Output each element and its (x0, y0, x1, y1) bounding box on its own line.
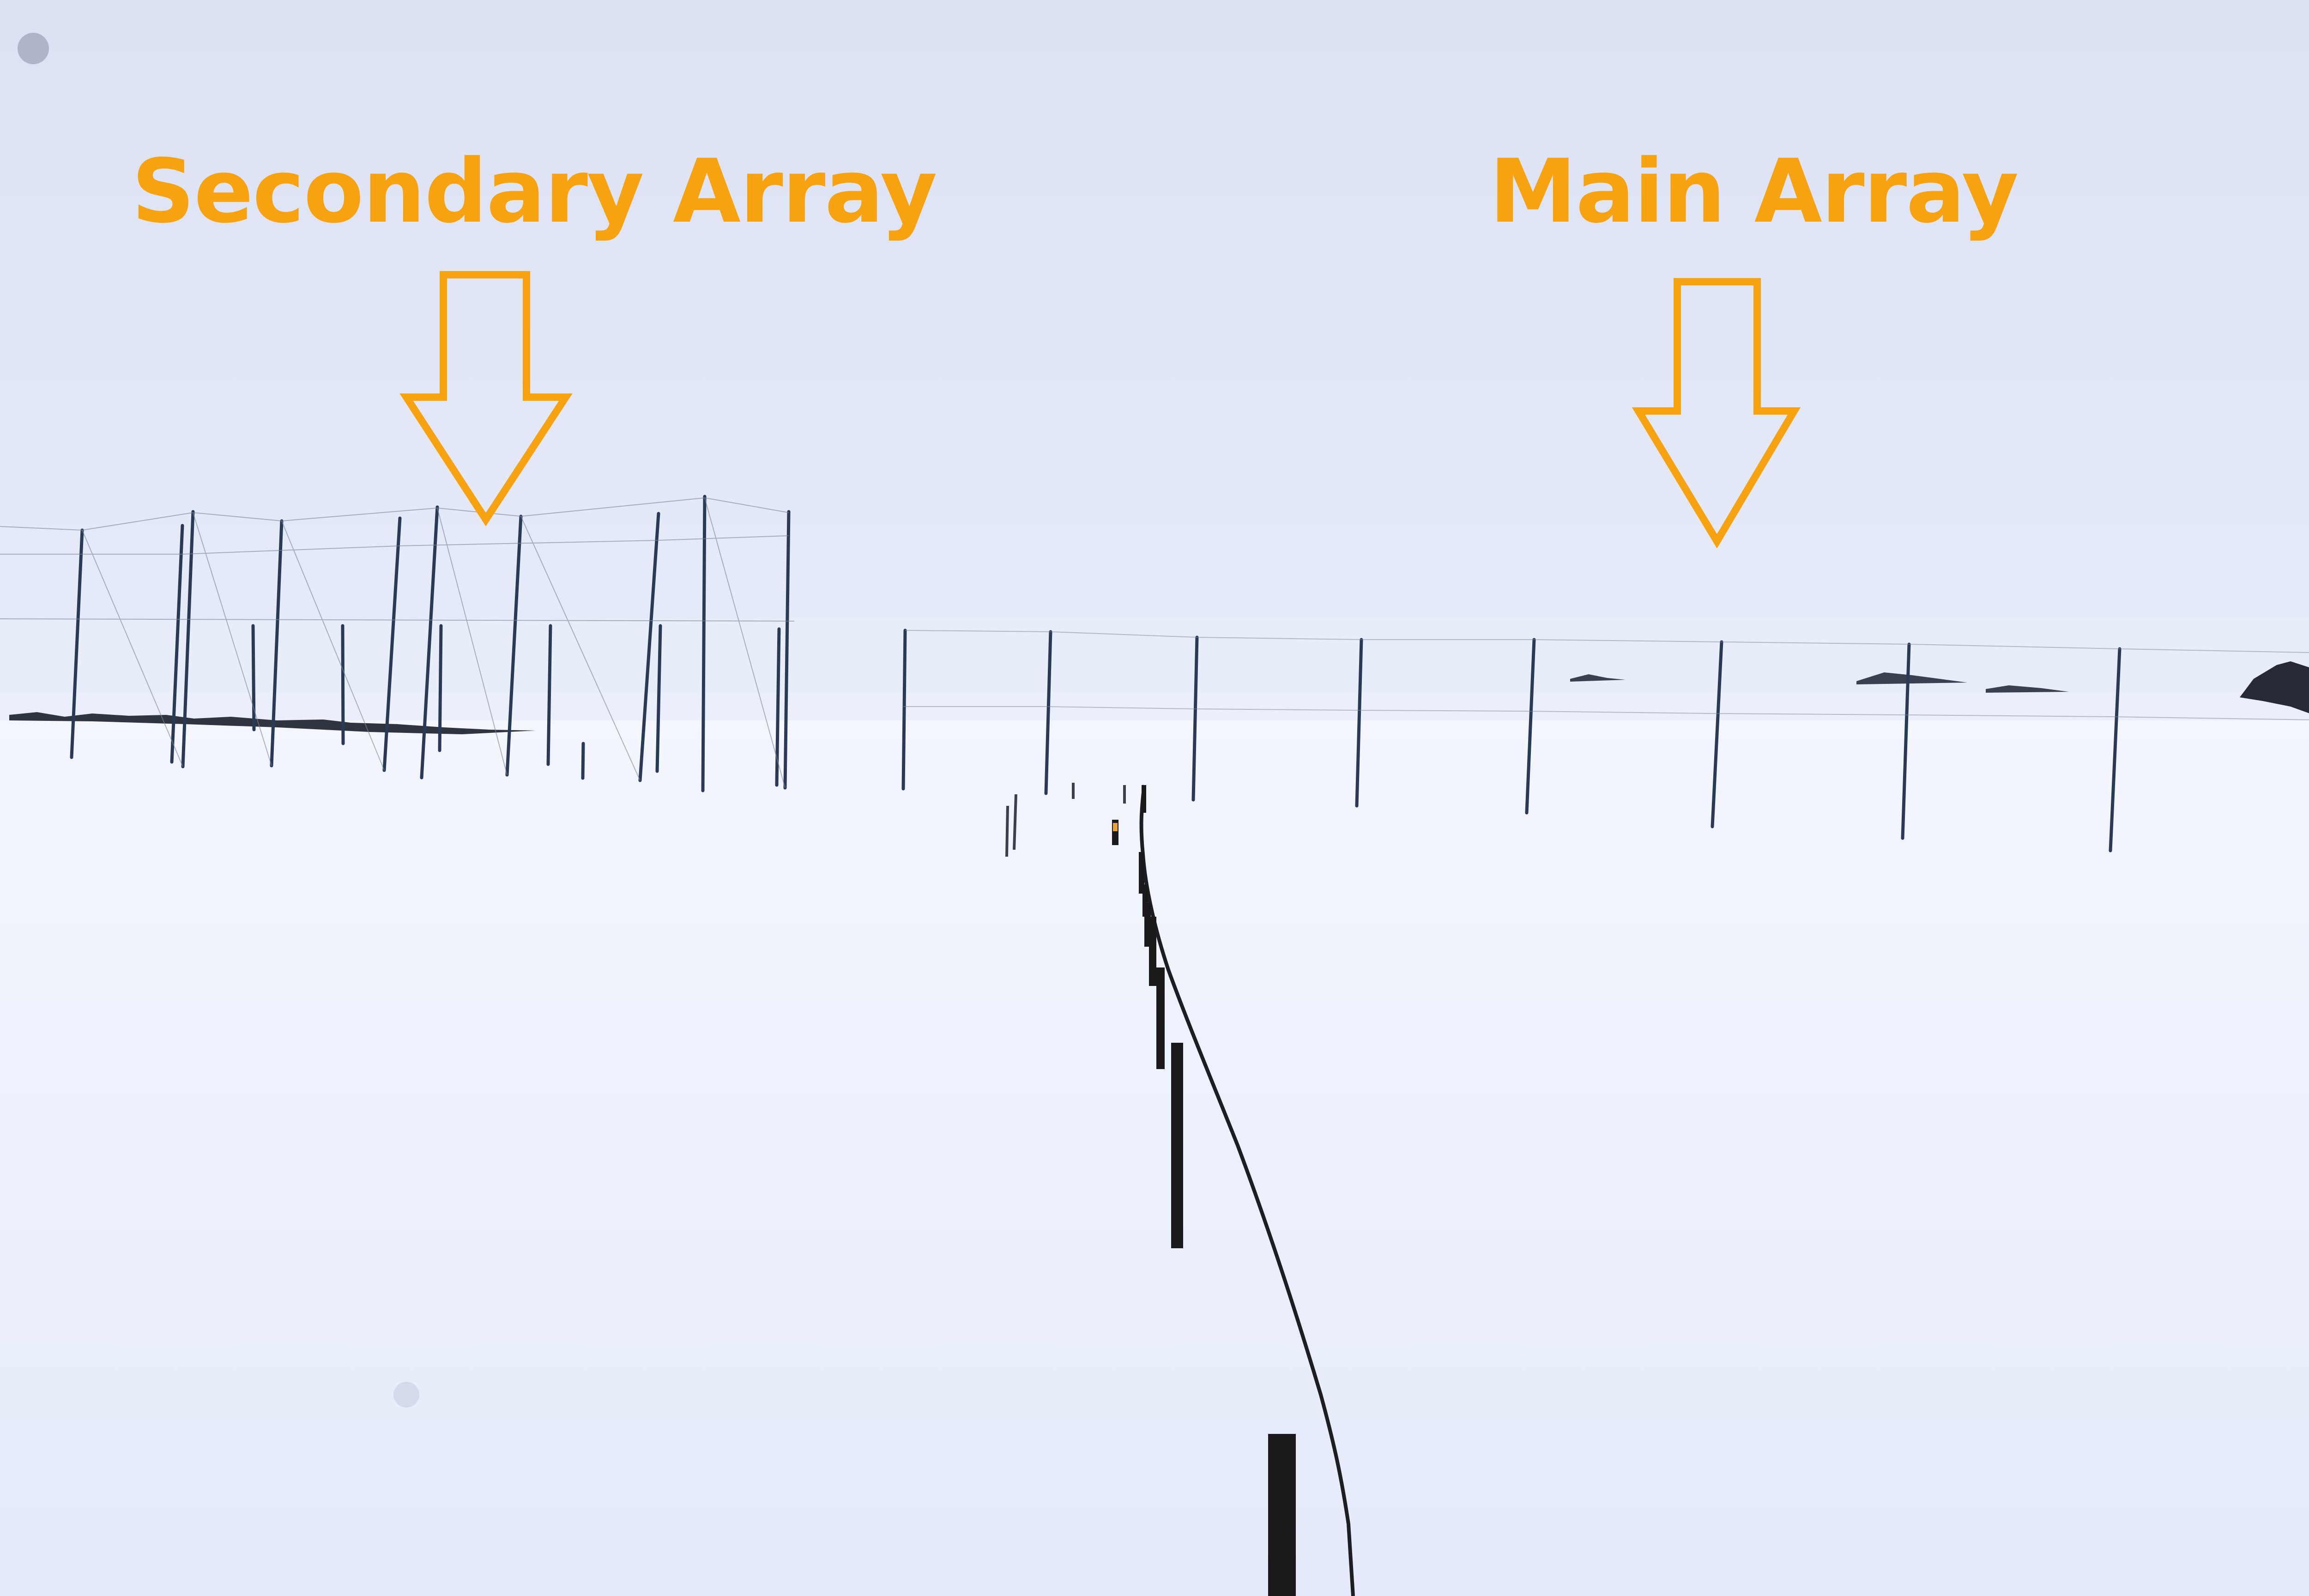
main-array-label: Main Array (1489, 140, 2019, 242)
secondary-array-wires (0, 497, 795, 788)
secondary-array-poles (70, 495, 791, 792)
main-array-wires (903, 630, 2309, 720)
secondary-array-label: Secondary Array (132, 140, 937, 242)
lens-spot (18, 33, 49, 64)
fence-posts (1139, 785, 1296, 1596)
sky (0, 0, 2309, 720)
main-arrow-icon (1632, 278, 1801, 549)
horizon-haze (0, 619, 2309, 720)
distant-rocks-right (1570, 661, 2309, 713)
distant-markers (1005, 783, 1126, 857)
secondary-arrow-icon (399, 271, 573, 526)
main-array-poles (901, 629, 2122, 852)
snow-ground (0, 693, 2309, 1596)
